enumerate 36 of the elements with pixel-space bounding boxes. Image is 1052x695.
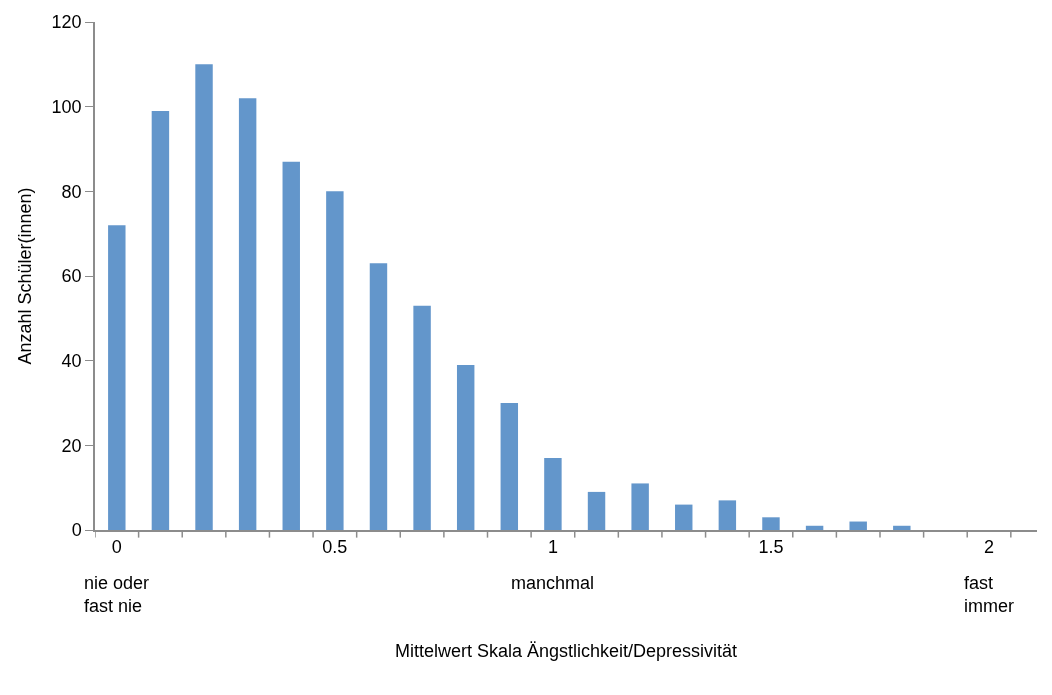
bar — [456, 364, 475, 530]
bar — [500, 403, 519, 530]
bar — [326, 191, 344, 530]
y-tick-label: 0 — [71, 520, 82, 541]
bar — [675, 504, 693, 530]
y-tick-label: 60 — [61, 266, 82, 287]
bar — [587, 491, 606, 530]
bar — [893, 525, 911, 530]
y-tick-label: 40 — [61, 350, 82, 371]
bar — [805, 525, 824, 530]
text: nie oder fast nie — [84, 573, 150, 617]
bar — [762, 517, 780, 530]
text: manchmal — [511, 573, 595, 593]
bar — [849, 521, 867, 530]
bar — [108, 225, 126, 530]
bar — [369, 263, 388, 530]
y-tick-label: 20 — [61, 435, 82, 456]
y-tick-label: 120 — [51, 12, 82, 33]
x-tick-label: 0.5 — [322, 537, 348, 558]
bar — [282, 161, 300, 530]
bar — [413, 305, 431, 530]
bar — [544, 458, 562, 530]
text: fast immer — [964, 573, 1014, 617]
x-tick-label: 1 — [547, 537, 558, 558]
bar — [195, 64, 213, 530]
bar — [151, 110, 170, 530]
x-tick-label: 1.5 — [758, 537, 784, 558]
x-tick-label: 0 — [111, 537, 122, 558]
bar — [631, 483, 649, 530]
y-axis-title: Anzahl Schüler(innen) — [15, 187, 36, 365]
y-tick-label: 100 — [51, 96, 82, 117]
y-tick-label: 80 — [61, 181, 82, 202]
x-tick-label: 2 — [984, 537, 995, 558]
bar — [238, 98, 257, 530]
x-axis-title: Mittelwert Skala Ängstlichkeit/Depressivität — [394, 640, 738, 661]
bar — [718, 500, 737, 530]
